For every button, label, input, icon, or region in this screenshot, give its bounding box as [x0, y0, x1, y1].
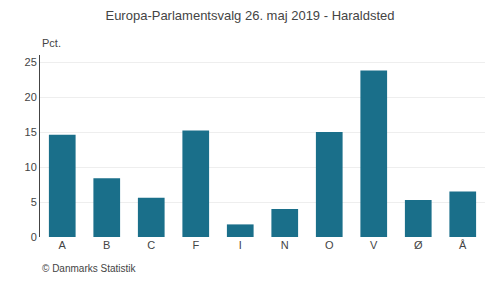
svg-text:Europa-Parlamentsvalg 26. maj: Europa-Parlamentsvalg 26. maj 2019 - Har…	[105, 8, 394, 23]
svg-text:Pct.: Pct.	[42, 37, 61, 49]
svg-text:15: 15	[25, 126, 37, 138]
svg-text:O: O	[325, 239, 334, 251]
svg-text:F: F	[192, 239, 199, 251]
svg-text:5: 5	[31, 196, 37, 208]
svg-text:B: B	[103, 239, 110, 251]
svg-text:N: N	[281, 239, 289, 251]
svg-text:20: 20	[25, 91, 37, 103]
svg-text:I: I	[239, 239, 242, 251]
svg-text:Ø: Ø	[414, 239, 423, 251]
svg-text:0: 0	[31, 231, 37, 243]
svg-text:C: C	[147, 239, 155, 251]
svg-text:V: V	[370, 239, 378, 251]
svg-text:Å: Å	[459, 239, 467, 251]
svg-text:A: A	[59, 239, 67, 251]
svg-text:© Danmarks Statistik: © Danmarks Statistik	[42, 263, 137, 274]
svg-text:25: 25	[25, 56, 37, 68]
svg-text:10: 10	[25, 161, 37, 173]
